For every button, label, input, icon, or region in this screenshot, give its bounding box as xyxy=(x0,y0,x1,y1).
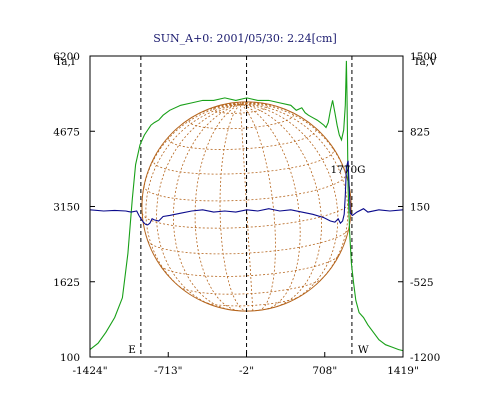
disk-longitude-line xyxy=(194,103,241,312)
series-group xyxy=(89,60,404,352)
disk-longitude-line xyxy=(209,103,241,110)
vertical-markers xyxy=(140,56,353,357)
disk-longitude-line xyxy=(240,103,276,311)
disk-longitude-line xyxy=(240,101,252,105)
disk-latitude-line xyxy=(160,255,340,277)
right-axis-label: Ta,V xyxy=(413,56,437,68)
left-tick-label: 4675 xyxy=(53,126,80,138)
right-tick-label: 150 xyxy=(410,202,430,214)
disk-longitude-line xyxy=(219,103,248,312)
right-tick-label: 825 xyxy=(410,126,430,138)
series-intensity-line xyxy=(89,60,404,352)
left-tick-label: 3150 xyxy=(53,202,80,214)
disk-longitude-line xyxy=(240,103,349,285)
series-polarization-line xyxy=(89,160,404,226)
x-tick-label: -2" xyxy=(239,365,254,377)
disk-latitude-line xyxy=(143,173,347,202)
limb-label-east: E xyxy=(128,344,136,356)
disk-longitude-line xyxy=(181,103,241,125)
x-tick-label: 708" xyxy=(312,365,337,377)
disk-longitude-line xyxy=(240,103,339,303)
axis-ticks: 6200 1500 4675 825 3150 150 1625 -525 100 -1200 -1… xyxy=(53,51,440,377)
disk-longitude-line xyxy=(236,102,241,105)
x-tick-label: -713" xyxy=(154,365,182,377)
annotation-layer: E W 1770G xyxy=(128,164,369,356)
left-axis-label: Ta,I xyxy=(55,56,75,68)
left-tick-label: 1625 xyxy=(53,277,80,289)
right-tick-label: -525 xyxy=(410,277,434,289)
disk-longitude-line xyxy=(240,104,254,311)
disk-longitude-line xyxy=(145,103,241,293)
annotation-label: 1770G xyxy=(330,164,365,176)
right-tick-label: 1500 xyxy=(410,51,437,63)
disk-latitude-line xyxy=(167,126,317,150)
disk-longitude-line xyxy=(240,103,301,118)
left-tick-label: 6200 xyxy=(53,51,80,63)
disk-latitude-line xyxy=(147,228,349,255)
disk-longitude-line xyxy=(240,103,352,197)
disk-longitude-line xyxy=(240,103,322,309)
x-tick-label: -1424" xyxy=(72,365,107,377)
chart-title: SUN_A+0: 2001/05/30: 2.24[cm] xyxy=(153,32,337,45)
disk-latitude-line xyxy=(213,102,268,114)
disk-longitude-line xyxy=(240,101,245,105)
disk-longitude-line xyxy=(240,102,272,106)
left-tick-label: 100 xyxy=(60,352,80,364)
x-tick-label: 1419" xyxy=(387,365,419,377)
disk-longitude-line xyxy=(173,103,241,311)
disk-longitude-line xyxy=(240,103,301,310)
disk-latitude-line xyxy=(141,200,352,229)
disk-longitude-line xyxy=(156,103,241,307)
disk-latitude-line xyxy=(188,111,294,130)
disk-longitude-line xyxy=(141,103,241,210)
limb-label-west: W xyxy=(358,344,369,356)
right-tick-label: -1200 xyxy=(410,352,440,364)
